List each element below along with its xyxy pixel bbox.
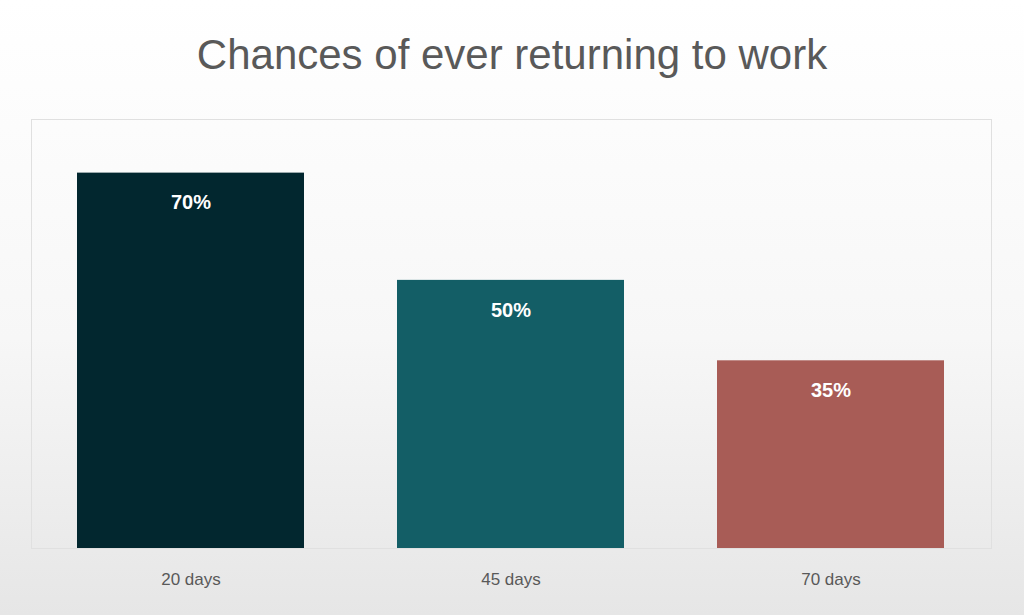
svg-text:70 days: 70 days [801,570,861,589]
svg-text:35%: 35% [811,379,851,401]
svg-text:45 days: 45 days [481,570,541,589]
html-text:Chances of ever returning to w: Chances of ever returning to work [196,31,828,78]
svg-text:70%: 70% [171,191,211,213]
svg-text:20 days: 20 days [161,570,221,589]
svg-text:50%: 50% [491,299,531,321]
